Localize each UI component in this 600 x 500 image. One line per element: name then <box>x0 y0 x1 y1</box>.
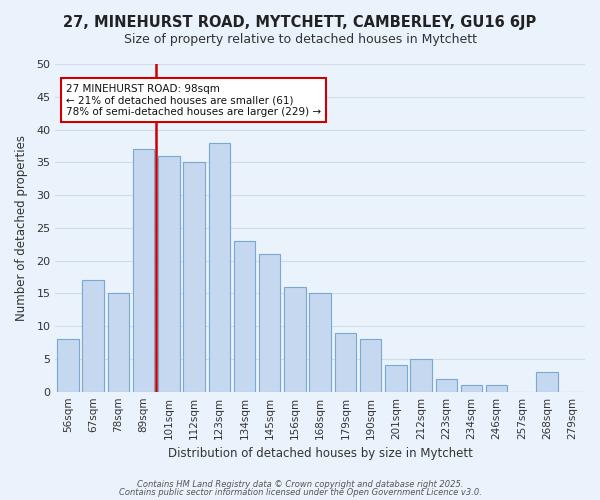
Bar <box>234 241 255 392</box>
Bar <box>284 287 305 392</box>
Text: Contains public sector information licensed under the Open Government Licence v3: Contains public sector information licen… <box>119 488 481 497</box>
Bar <box>536 372 558 392</box>
X-axis label: Distribution of detached houses by size in Mytchett: Distribution of detached houses by size … <box>168 447 473 460</box>
Text: 27 MINEHURST ROAD: 98sqm
← 21% of detached houses are smaller (61)
78% of semi-d: 27 MINEHURST ROAD: 98sqm ← 21% of detach… <box>66 84 321 117</box>
Y-axis label: Number of detached properties: Number of detached properties <box>15 135 28 321</box>
Bar <box>335 332 356 392</box>
Bar <box>385 366 407 392</box>
Text: Size of property relative to detached houses in Mytchett: Size of property relative to detached ho… <box>124 32 476 46</box>
Bar <box>57 340 79 392</box>
Bar <box>360 340 382 392</box>
Bar <box>436 378 457 392</box>
Bar <box>209 142 230 392</box>
Bar <box>184 162 205 392</box>
Bar <box>410 359 432 392</box>
Text: 27, MINEHURST ROAD, MYTCHETT, CAMBERLEY, GU16 6JP: 27, MINEHURST ROAD, MYTCHETT, CAMBERLEY,… <box>64 15 536 30</box>
Bar <box>158 156 179 392</box>
Bar <box>259 254 280 392</box>
Bar <box>310 294 331 392</box>
Bar <box>107 294 129 392</box>
Bar <box>133 149 154 392</box>
Bar <box>461 385 482 392</box>
Bar <box>486 385 508 392</box>
Bar <box>82 280 104 392</box>
Text: Contains HM Land Registry data © Crown copyright and database right 2025.: Contains HM Land Registry data © Crown c… <box>137 480 463 489</box>
